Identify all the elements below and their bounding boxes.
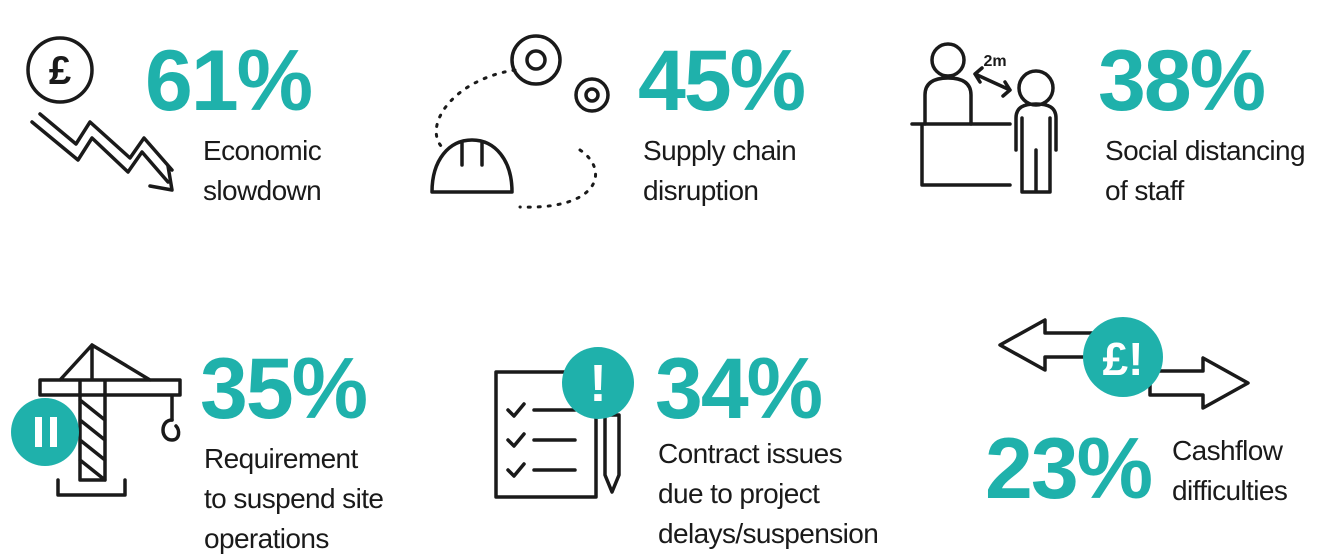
stat-label: delays/suspension [658,518,878,549]
supply-chain-icon [430,34,610,209]
stat-label: Supply chain [643,135,796,166]
cashflow-icon: £! [998,317,1250,410]
stat-label: Cashflow [1172,435,1284,466]
stat-label: operations [204,523,329,554]
stat-label: of staff [1105,175,1185,206]
stat-label: to suspend site [204,483,383,514]
stat-label: Economic [203,135,322,166]
contract-icon: ! [494,347,634,499]
social-distance-icon: 2m [910,42,1058,194]
stat-label: difficulties [1172,475,1287,506]
pound-alert-symbol: £! [1103,333,1144,385]
stat-value: 38% [1098,33,1265,129]
stat-value: 45% [638,33,805,129]
crane-icon [11,343,182,497]
stat-label: Contract issues [658,438,842,469]
alert-symbol: ! [589,355,606,413]
stat-label: Requirement [204,443,359,474]
stat-value: 34% [655,341,822,437]
stat-label: slowdown [203,175,321,206]
distance-label: 2m [983,53,1006,70]
stat-value: 35% [200,341,367,437]
pound-symbol: £ [49,49,71,93]
stat-label: disruption [643,175,758,206]
stat-label: Social distancing [1105,135,1305,166]
economic-icon: £ [26,36,174,192]
stat-label: due to project [658,478,820,509]
stat-value: 23% [985,421,1152,517]
stat-value: 61% [145,33,312,129]
